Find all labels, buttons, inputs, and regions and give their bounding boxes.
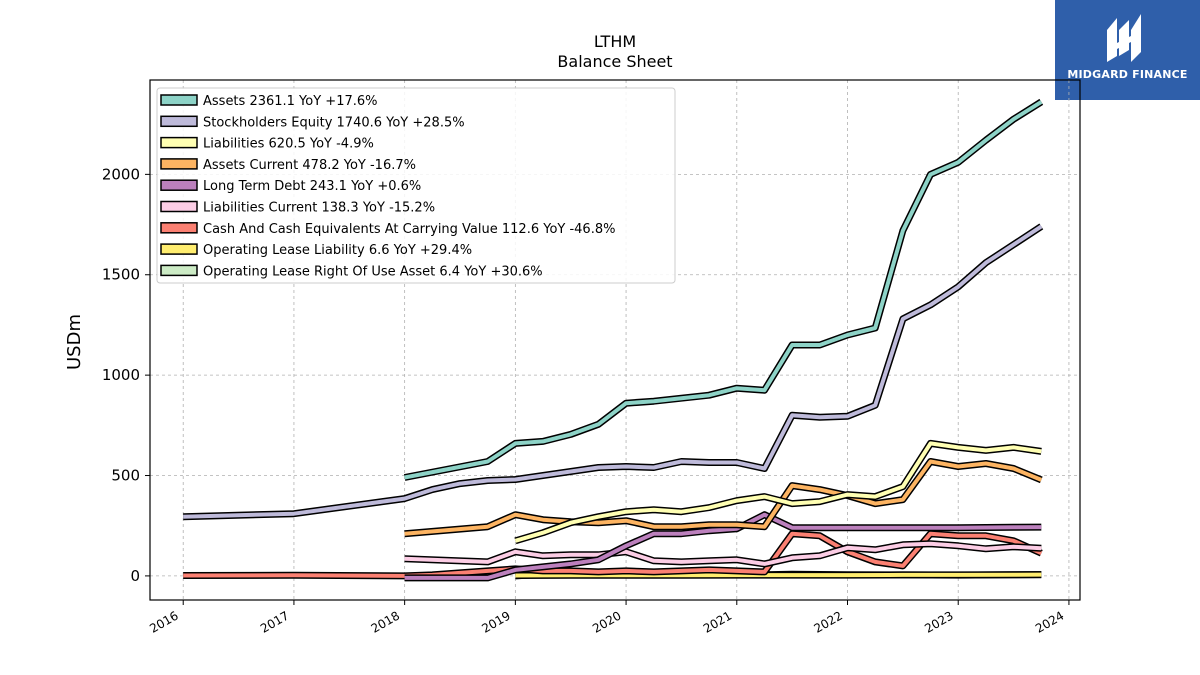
x-tick-label: 2022 bbox=[812, 608, 845, 635]
legend-swatch bbox=[160, 158, 198, 170]
legend-entry: Operating Lease Liability 6.6 YoY +29.4% bbox=[203, 243, 472, 258]
legend-swatch bbox=[160, 264, 198, 277]
y-tick-label: 2000 bbox=[102, 165, 140, 183]
series-cash-and-cash-equivalents-at-carrying-value bbox=[183, 530, 1043, 580]
x-tick-label: 2019 bbox=[479, 608, 512, 635]
legend-entry: Operating Lease Right Of Use Asset 6.4 Y… bbox=[203, 264, 543, 279]
brand-logo: MIDGARD FINANCE bbox=[1055, 0, 1200, 100]
series-line bbox=[183, 224, 1043, 519]
legend-entry: Liabilities Current 138.3 YoY -15.2% bbox=[203, 201, 435, 216]
y-axis-label: USDm bbox=[64, 314, 85, 370]
series-line bbox=[404, 100, 1043, 480]
series-liabilities-current bbox=[404, 540, 1042, 568]
legend-entry: Assets Current 478.2 YoY -16.7% bbox=[203, 158, 416, 173]
series-line bbox=[404, 459, 1043, 536]
y-tick-label: 500 bbox=[111, 467, 140, 485]
legend-swatch bbox=[160, 94, 198, 106]
logo-mark-icon bbox=[1107, 14, 1141, 62]
chart-subtitle: Balance Sheet bbox=[557, 52, 673, 71]
y-tick-label: 0 bbox=[130, 567, 140, 585]
chart-title: LTHM bbox=[593, 32, 637, 51]
logo-text: MIDGARD FINANCE bbox=[1067, 68, 1188, 81]
legend-box bbox=[156, 87, 676, 284]
legend-entry: Assets 2361.1 YoY +17.6% bbox=[203, 94, 378, 109]
x-tick-label: 2017 bbox=[258, 608, 291, 635]
legend-entry: Long Term Debt 243.1 YoY +0.6% bbox=[203, 179, 421, 194]
series-line bbox=[514, 441, 1042, 543]
series-line bbox=[404, 512, 1042, 580]
x-tick-label: 2024 bbox=[1033, 608, 1066, 635]
x-tick-label: 2016 bbox=[147, 608, 180, 635]
series-assets-current bbox=[404, 458, 1043, 538]
x-tick-label: 2023 bbox=[922, 608, 955, 635]
legend: Assets 2361.1 YoY +17.6% Stockholders Equ… bbox=[156, 87, 676, 284]
x-tick-label: 2021 bbox=[701, 608, 734, 635]
legend-entry: Cash And Cash Equivalents At Carrying Va… bbox=[203, 222, 615, 237]
series-operating-lease-liability bbox=[515, 571, 1042, 579]
series-liabilities bbox=[514, 439, 1042, 545]
series-line bbox=[404, 541, 1042, 566]
series-lines bbox=[183, 98, 1044, 582]
plot-frame bbox=[149, 79, 1081, 601]
legend-swatch bbox=[160, 136, 198, 149]
legend-swatch bbox=[160, 179, 198, 191]
y-tick-label: 1000 bbox=[102, 366, 140, 384]
legend-swatch bbox=[160, 222, 198, 234]
series-line bbox=[515, 572, 1042, 578]
legend-entry: Liabilities 620.5 YoY -4.9% bbox=[203, 137, 374, 152]
legend-swatch bbox=[160, 200, 198, 213]
legend-swatch bbox=[160, 115, 198, 128]
legend-swatch bbox=[160, 243, 198, 255]
x-tick-label: 2018 bbox=[369, 608, 402, 635]
x-tick-label: 2020 bbox=[590, 608, 623, 635]
y-tick-label: 1500 bbox=[102, 266, 140, 284]
legend-entry: Stockholders Equity 1740.6 YoY +28.5% bbox=[203, 115, 465, 130]
series-long-term-debt bbox=[404, 511, 1042, 582]
series-line bbox=[183, 531, 1043, 578]
series-assets bbox=[403, 98, 1044, 481]
series-stockholders-equity bbox=[183, 223, 1044, 521]
